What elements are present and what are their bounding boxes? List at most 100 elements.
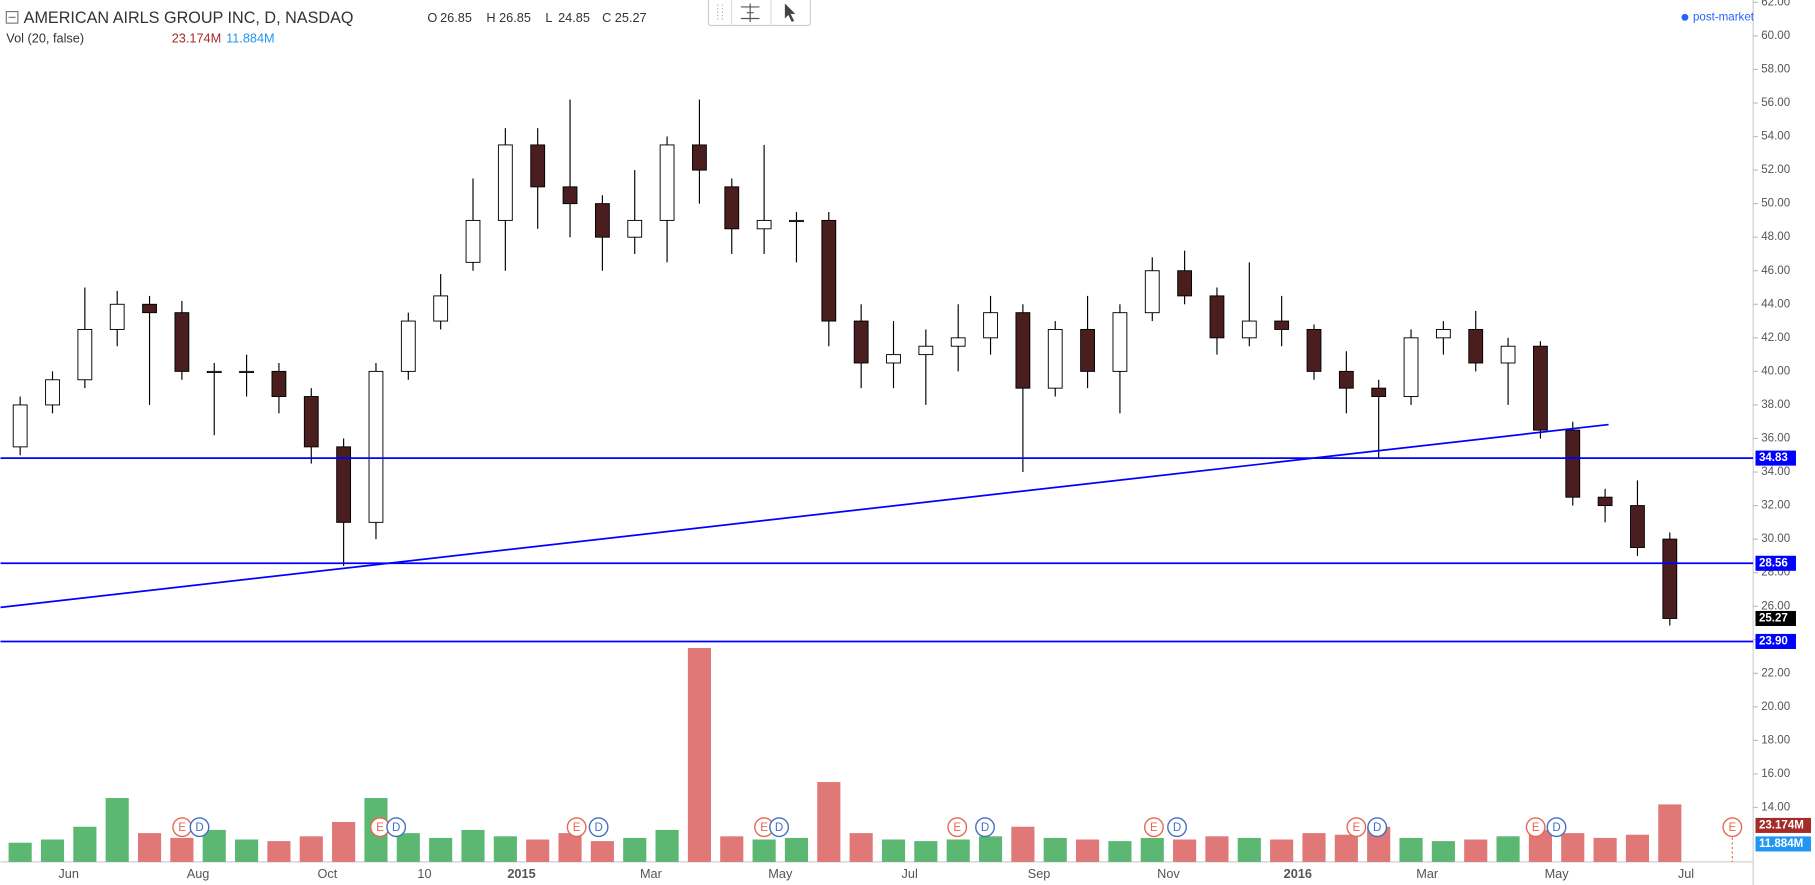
event-marker[interactable]: D	[1167, 817, 1187, 838]
event-label: E	[953, 822, 961, 834]
volume-bar	[978, 836, 1003, 862]
event-marker[interactable]: E	[1143, 817, 1164, 838]
volume-bar	[1108, 841, 1132, 862]
y-tick-label: 56.00	[1761, 97, 1790, 109]
volume-legend: Vol (20, false)	[6, 31, 84, 46]
event-circle	[588, 817, 609, 838]
candle-body	[1662, 538, 1678, 619]
event-marker[interactable]: E	[172, 817, 193, 838]
volume-bar	[1496, 836, 1520, 862]
collapse-icon[interactable]	[5, 10, 19, 24]
y-tick-label: 16.00	[1761, 768, 1790, 780]
candle-body	[239, 370, 254, 374]
event-marker[interactable]: D	[1546, 817, 1567, 838]
volume-bar	[946, 839, 970, 862]
x-tick-label: Jul	[1678, 866, 1694, 881]
y-tick-label: 26.00	[1761, 600, 1790, 612]
event-marker[interactable]: E	[947, 817, 968, 838]
event-marker[interactable]: E	[1346, 817, 1367, 838]
volume-bar	[40, 839, 65, 862]
y-tick-label: 14.00	[1761, 802, 1790, 814]
post-market-label[interactable]: post-market	[1693, 11, 1755, 23]
volume-ma: 11.884M	[226, 31, 275, 46]
candle-body	[1630, 505, 1645, 548]
candle-body	[821, 219, 837, 322]
price-badge	[1755, 450, 1796, 466]
y-tick-label: 36.00	[1761, 433, 1790, 445]
event-circle	[947, 817, 968, 838]
volume-bar	[817, 782, 841, 862]
event-marker[interactable]: E	[1525, 817, 1546, 838]
event-circle	[566, 817, 587, 838]
volume-bar	[1173, 839, 1197, 862]
volume-bar	[1464, 839, 1488, 862]
event-label: D	[594, 822, 602, 834]
volume-ma-badge	[1755, 836, 1812, 852]
measure-tool[interactable]	[740, 3, 760, 22]
event-label: E	[376, 822, 384, 834]
cursor-tool[interactable]	[784, 3, 796, 22]
volume-bar	[429, 837, 453, 862]
x-tick-label: Jun	[58, 866, 79, 881]
candle-body	[789, 219, 804, 223]
volume-bar	[202, 829, 226, 862]
drag-handle[interactable]	[717, 4, 723, 21]
event-circle	[1525, 817, 1546, 838]
candle-body	[400, 320, 416, 372]
x-tick-label: Mar	[640, 866, 663, 881]
event-marker[interactable]: D	[769, 817, 790, 838]
event-marker[interactable]: D	[189, 817, 210, 838]
event-circle	[1143, 817, 1164, 838]
candle-body	[1306, 328, 1322, 372]
candle-body	[12, 404, 28, 448]
candle-body	[1177, 270, 1193, 297]
event-circle	[1346, 817, 1367, 838]
event-label: E	[1728, 822, 1736, 834]
y-tick-label: 60.00	[1761, 30, 1790, 42]
candle-body	[724, 186, 740, 230]
event-circle	[1546, 817, 1567, 838]
price-badge	[1755, 633, 1796, 649]
volume-bar	[1205, 836, 1229, 862]
ohlc-legend: O 26.85 H 26.85 L 24.85 C 25.27	[427, 10, 646, 25]
volume-bar	[1334, 834, 1358, 862]
event-label: D	[981, 822, 989, 834]
volume-bar	[396, 833, 420, 862]
trend-line[interactable]	[0, 423, 1609, 609]
event-circle	[975, 817, 995, 838]
candle-body	[206, 370, 222, 374]
volume-bar	[235, 839, 259, 862]
event-marker[interactable]: D	[588, 817, 609, 838]
volume-bar	[332, 821, 356, 862]
ohlc-key: O	[427, 10, 437, 25]
volume-bar	[1270, 839, 1294, 862]
y-tick-label: 44.00	[1761, 298, 1790, 310]
y-tick-label: 32.00	[1761, 500, 1790, 512]
last-price-badge	[1755, 610, 1796, 626]
candle-body	[45, 379, 60, 406]
volume-ma-badge-label: 11.884M	[1759, 838, 1803, 850]
event-marker[interactable]: E	[1722, 817, 1743, 838]
event-marker[interactable]: E	[566, 817, 587, 838]
event-marker[interactable]: D	[975, 817, 995, 838]
volume-bar	[1431, 841, 1455, 862]
candle-body	[1565, 429, 1581, 498]
y-tick-label: 30.00	[1761, 533, 1790, 545]
candle-body	[918, 345, 934, 356]
ohlc-key: L	[545, 10, 552, 25]
x-tick-label: May	[1545, 866, 1570, 881]
volume-bar	[299, 836, 323, 862]
candle-body	[1597, 496, 1613, 507]
post-market-dot	[1681, 13, 1689, 21]
event-label: E	[760, 822, 768, 834]
volume-bar	[1043, 837, 1067, 862]
candle-body	[950, 337, 966, 347]
candle-body	[886, 354, 901, 364]
event-circle	[1167, 817, 1187, 838]
event-marker[interactable]: D	[386, 817, 407, 838]
candle-body	[109, 303, 125, 330]
event-marker[interactable]: D	[1367, 817, 1388, 838]
candle-body	[1209, 295, 1225, 339]
